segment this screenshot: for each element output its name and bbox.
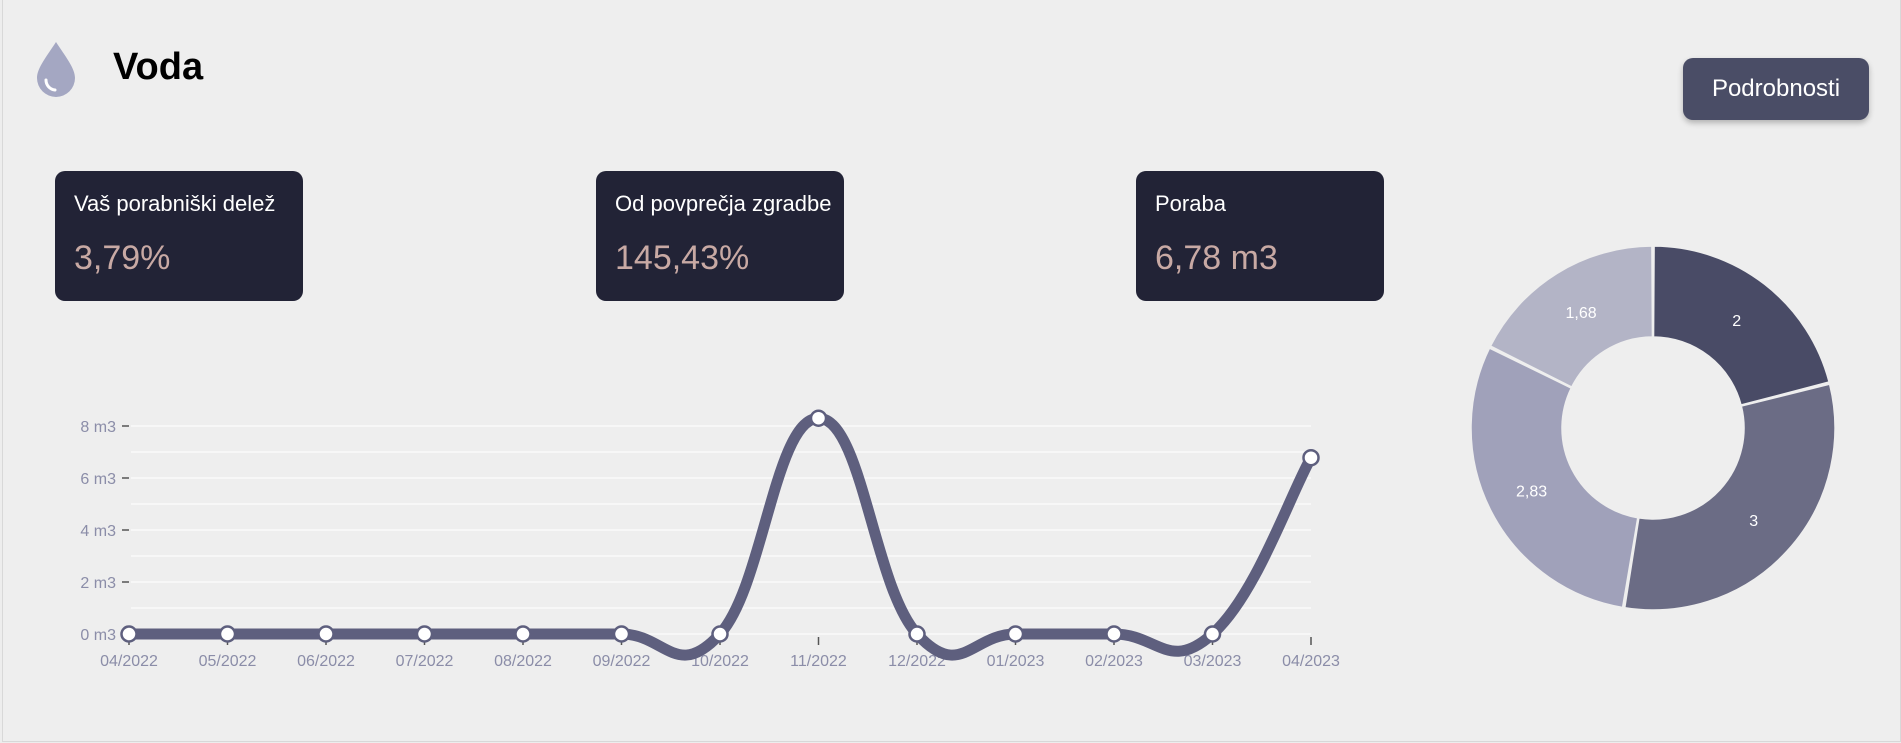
x-tick-label: 11/2022 [790, 653, 847, 670]
stat-value: 6,78 m3 [1155, 239, 1278, 277]
stat-card-share: Vaš porabniški delež 3,79% [55, 171, 303, 301]
x-tick-label: 09/2022 [593, 653, 651, 670]
data-point [809, 409, 828, 427]
consumption-donut-chart: 2 3 2,83 1,68 [1470, 245, 1836, 611]
donut-slice-label: 3 [1749, 513, 1758, 530]
data-point [908, 625, 926, 643]
data-point [1105, 625, 1123, 643]
x-tick-label: 10/2022 [691, 653, 749, 670]
x-tick-label: 03/2023 [1184, 653, 1242, 670]
x-tick-label: 08/2022 [494, 653, 552, 670]
data-point [514, 625, 532, 643]
data-point [1203, 625, 1222, 643]
x-tick-label: 02/2023 [1085, 653, 1143, 670]
x-tick-label: 04/2022 [100, 653, 158, 670]
stat-label: Poraba [1155, 191, 1226, 216]
x-tick-label: 12/2022 [888, 653, 946, 670]
stat-label: Od povprečja zgradbe [615, 191, 832, 216]
data-point [317, 625, 335, 643]
donut-slice-label: 2,83 [1516, 483, 1547, 500]
stat-card-building-average: Od povprečja zgradbe 145,43% [596, 171, 844, 301]
donut-slice [1652, 245, 1830, 406]
x-tick-label: 06/2022 [297, 653, 355, 670]
y-tick-label: 4 m3 [80, 523, 116, 540]
y-tick-label: 2 m3 [80, 575, 116, 592]
donut-slice [1489, 245, 1654, 388]
y-tick-label: 8 m3 [80, 419, 116, 436]
donut-slice [1624, 383, 1836, 611]
page-title: Voda [113, 46, 204, 88]
data-point [1302, 448, 1320, 467]
stat-value: 145,43% [615, 239, 750, 277]
stat-card-consumption: Poraba 6,78 m3 [1136, 171, 1384, 301]
y-tick-label: 0 m3 [80, 627, 116, 644]
y-tick-label: 6 m3 [80, 471, 116, 488]
data-point [415, 625, 434, 643]
stat-value: 3,79% [74, 239, 171, 277]
data-point [120, 625, 138, 643]
x-tick-label: 05/2022 [199, 653, 257, 670]
consumption-line-chart: 0 m3 2 m3 4 m3 6 m3 8 m3 04/2022 05/2022 06/202… [80, 409, 1340, 670]
stat-label: Vaš porabniški delež [74, 191, 276, 216]
series-line [123, 412, 1317, 661]
donut-slice-label: 1,68 [1566, 305, 1597, 322]
water-drop-icon [37, 42, 75, 97]
x-tick-label: 01/2023 [987, 653, 1045, 670]
data-point [1006, 625, 1025, 643]
data-point [612, 625, 631, 643]
donut-slice-label: 2 [1732, 313, 1741, 330]
data-point [218, 625, 237, 643]
x-tick-label: 04/2023 [1282, 653, 1340, 670]
details-button[interactable]: Podrobnosti [1683, 58, 1869, 120]
data-point [711, 625, 729, 643]
donut-slice [1470, 347, 1639, 609]
x-tick-label: 07/2022 [396, 653, 454, 670]
